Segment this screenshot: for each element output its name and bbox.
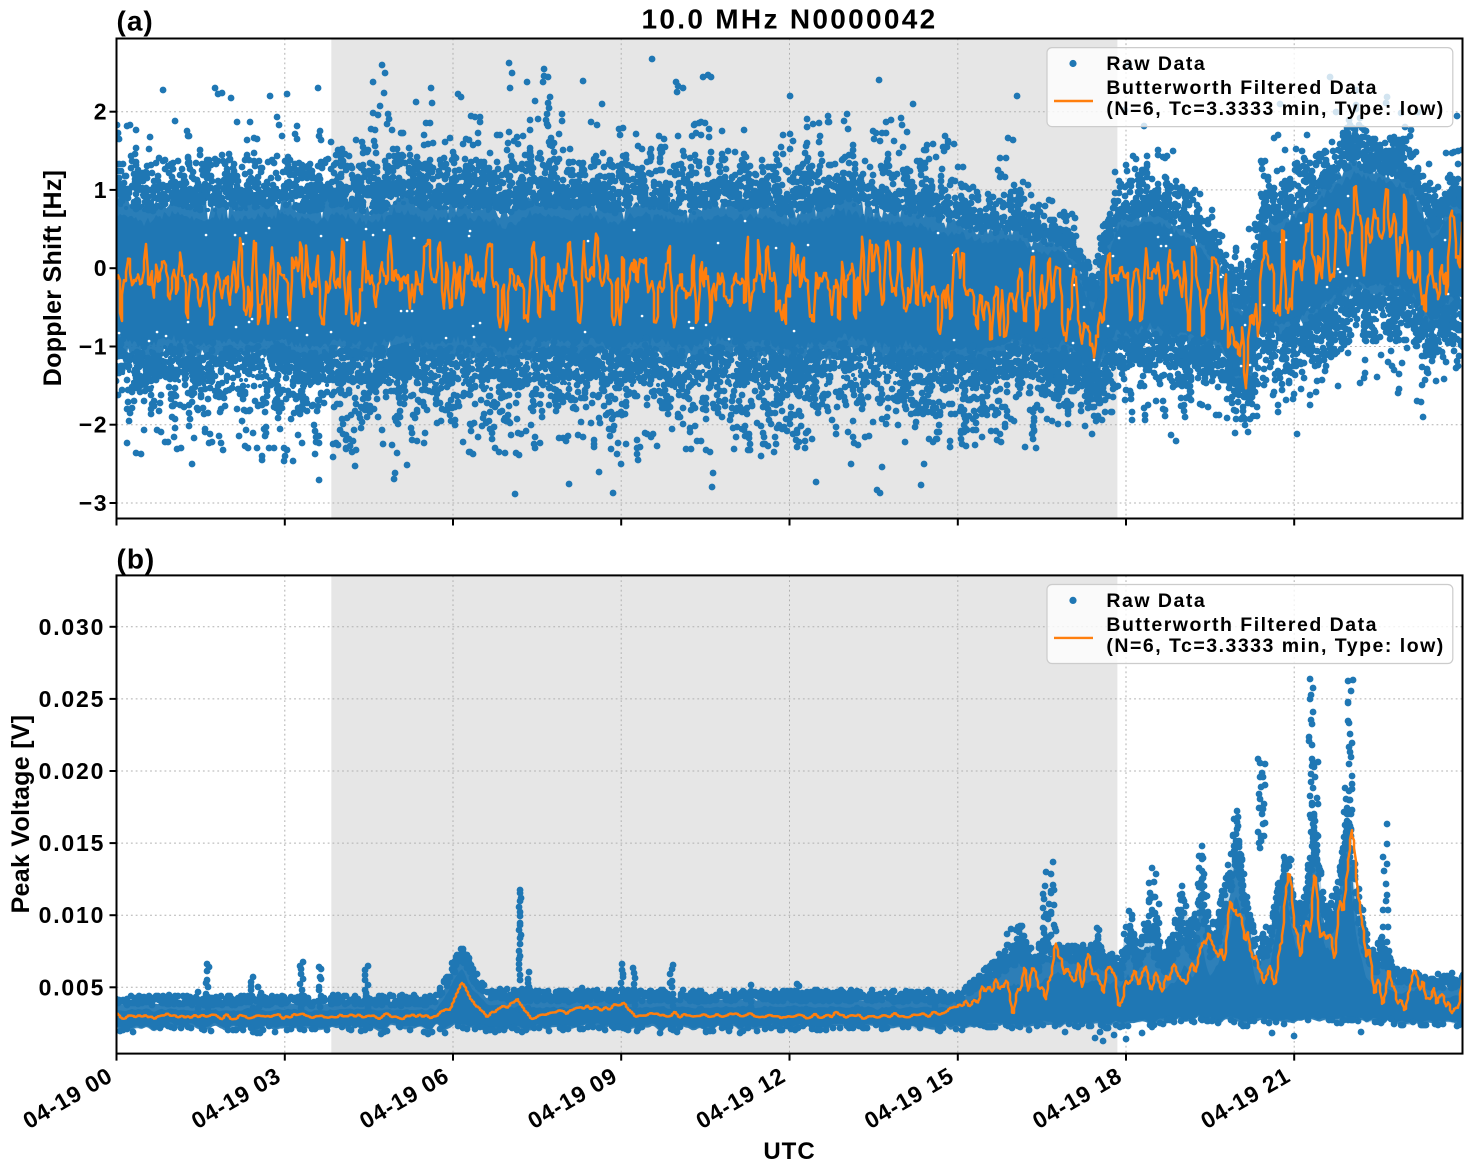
svg-text:−3: −3 [79, 490, 108, 516]
svg-text:2: 2 [94, 99, 108, 125]
svg-text:0.010: 0.010 [39, 902, 106, 928]
svg-text:0.020: 0.020 [39, 758, 106, 784]
svg-text:−1: −1 [79, 334, 108, 360]
svg-text:UTC: UTC [763, 1138, 815, 1165]
svg-text:Butterworth Filtered Data: Butterworth Filtered Data [1106, 614, 1378, 636]
svg-text:Doppler Shift [Hz]: Doppler Shift [Hz] [39, 170, 67, 386]
svg-text:0.025: 0.025 [39, 686, 106, 712]
svg-text:(N=6, Tc=3.3333 min, Type: low: (N=6, Tc=3.3333 min, Type: low) [1106, 635, 1444, 657]
svg-text:0.030: 0.030 [39, 614, 106, 640]
svg-text:0.005: 0.005 [39, 974, 106, 1000]
svg-text:Raw Data: Raw Data [1106, 590, 1206, 612]
svg-text:Butterworth Filtered Data: Butterworth Filtered Data [1106, 77, 1378, 99]
svg-text:0: 0 [94, 255, 108, 281]
svg-text:Raw Data: Raw Data [1106, 53, 1206, 75]
svg-text:Peak Voltage [V]: Peak Voltage [V] [7, 715, 35, 914]
svg-text:1: 1 [94, 177, 108, 203]
svg-text:10.0 MHz N0000042: 10.0 MHz N0000042 [642, 4, 938, 35]
svg-text:−2: −2 [79, 412, 108, 438]
svg-text:(b): (b) [117, 544, 156, 575]
svg-text:0.015: 0.015 [39, 830, 106, 856]
svg-text:(N=6, Tc=3.3333 min, Type: low: (N=6, Tc=3.3333 min, Type: low) [1106, 98, 1444, 120]
svg-text:(a): (a) [117, 6, 154, 37]
